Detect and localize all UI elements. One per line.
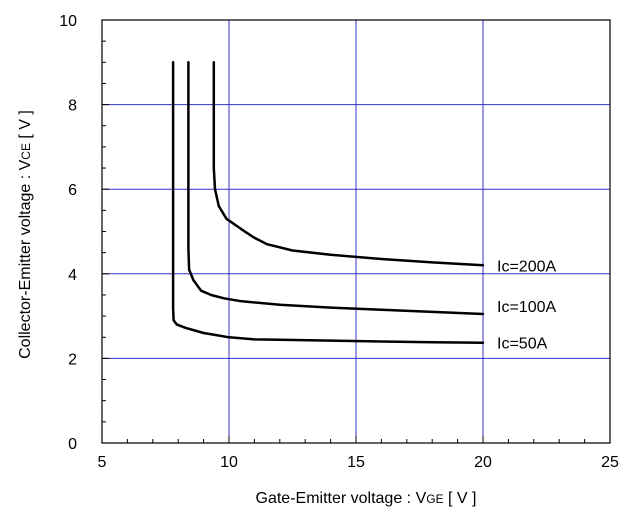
series-label: Ic=50A bbox=[497, 336, 548, 353]
x-tick-label: 15 bbox=[347, 454, 365, 471]
grid-lines bbox=[102, 20, 610, 443]
x-axis-title-unit: [ V ] bbox=[444, 490, 477, 507]
x-axis-title-sub: GE bbox=[426, 492, 443, 506]
x-tick-labels: 5 10 15 20 25 bbox=[98, 454, 619, 471]
x-tick-label: 10 bbox=[220, 454, 238, 471]
y-tick-label: 0 bbox=[68, 436, 77, 453]
y-tick-labels: 0 2 4 6 8 10 bbox=[59, 13, 77, 453]
series-labels: Ic=50A Ic=100A Ic=200A bbox=[497, 258, 556, 352]
x-tick-label: 25 bbox=[601, 454, 619, 471]
y-axis-title-sub: CE bbox=[19, 143, 33, 160]
series-line bbox=[212, 61, 485, 267]
x-tick-label: 5 bbox=[98, 454, 107, 471]
y-tick-label: 8 bbox=[68, 98, 77, 115]
y-tick-label: 10 bbox=[59, 13, 77, 30]
y-axis-title: Collector-Emitter voltage : VCE [ V ] bbox=[17, 110, 34, 359]
x-axis-title-main: Gate-Emitter voltage : V bbox=[256, 490, 427, 507]
y-axis-title-unit: [ V ] bbox=[17, 110, 34, 143]
axis-ticks bbox=[101, 19, 611, 444]
x-axis-title: Gate-Emitter voltage : VGE [ V ] bbox=[256, 490, 477, 507]
y-tick-label: 2 bbox=[68, 351, 77, 368]
y-tick-label: 6 bbox=[68, 182, 77, 199]
series-line bbox=[187, 61, 485, 316]
plot-frame bbox=[101, 19, 611, 444]
y-tick-label: 4 bbox=[68, 267, 77, 284]
x-tick-label: 20 bbox=[474, 454, 492, 471]
series-label: Ic=100A bbox=[497, 299, 556, 316]
series-lines bbox=[171, 61, 485, 344]
y-axis-title-main: Collector-Emitter voltage : V bbox=[17, 159, 34, 359]
series-label: Ic=200A bbox=[497, 258, 556, 275]
series-line bbox=[171, 61, 485, 344]
